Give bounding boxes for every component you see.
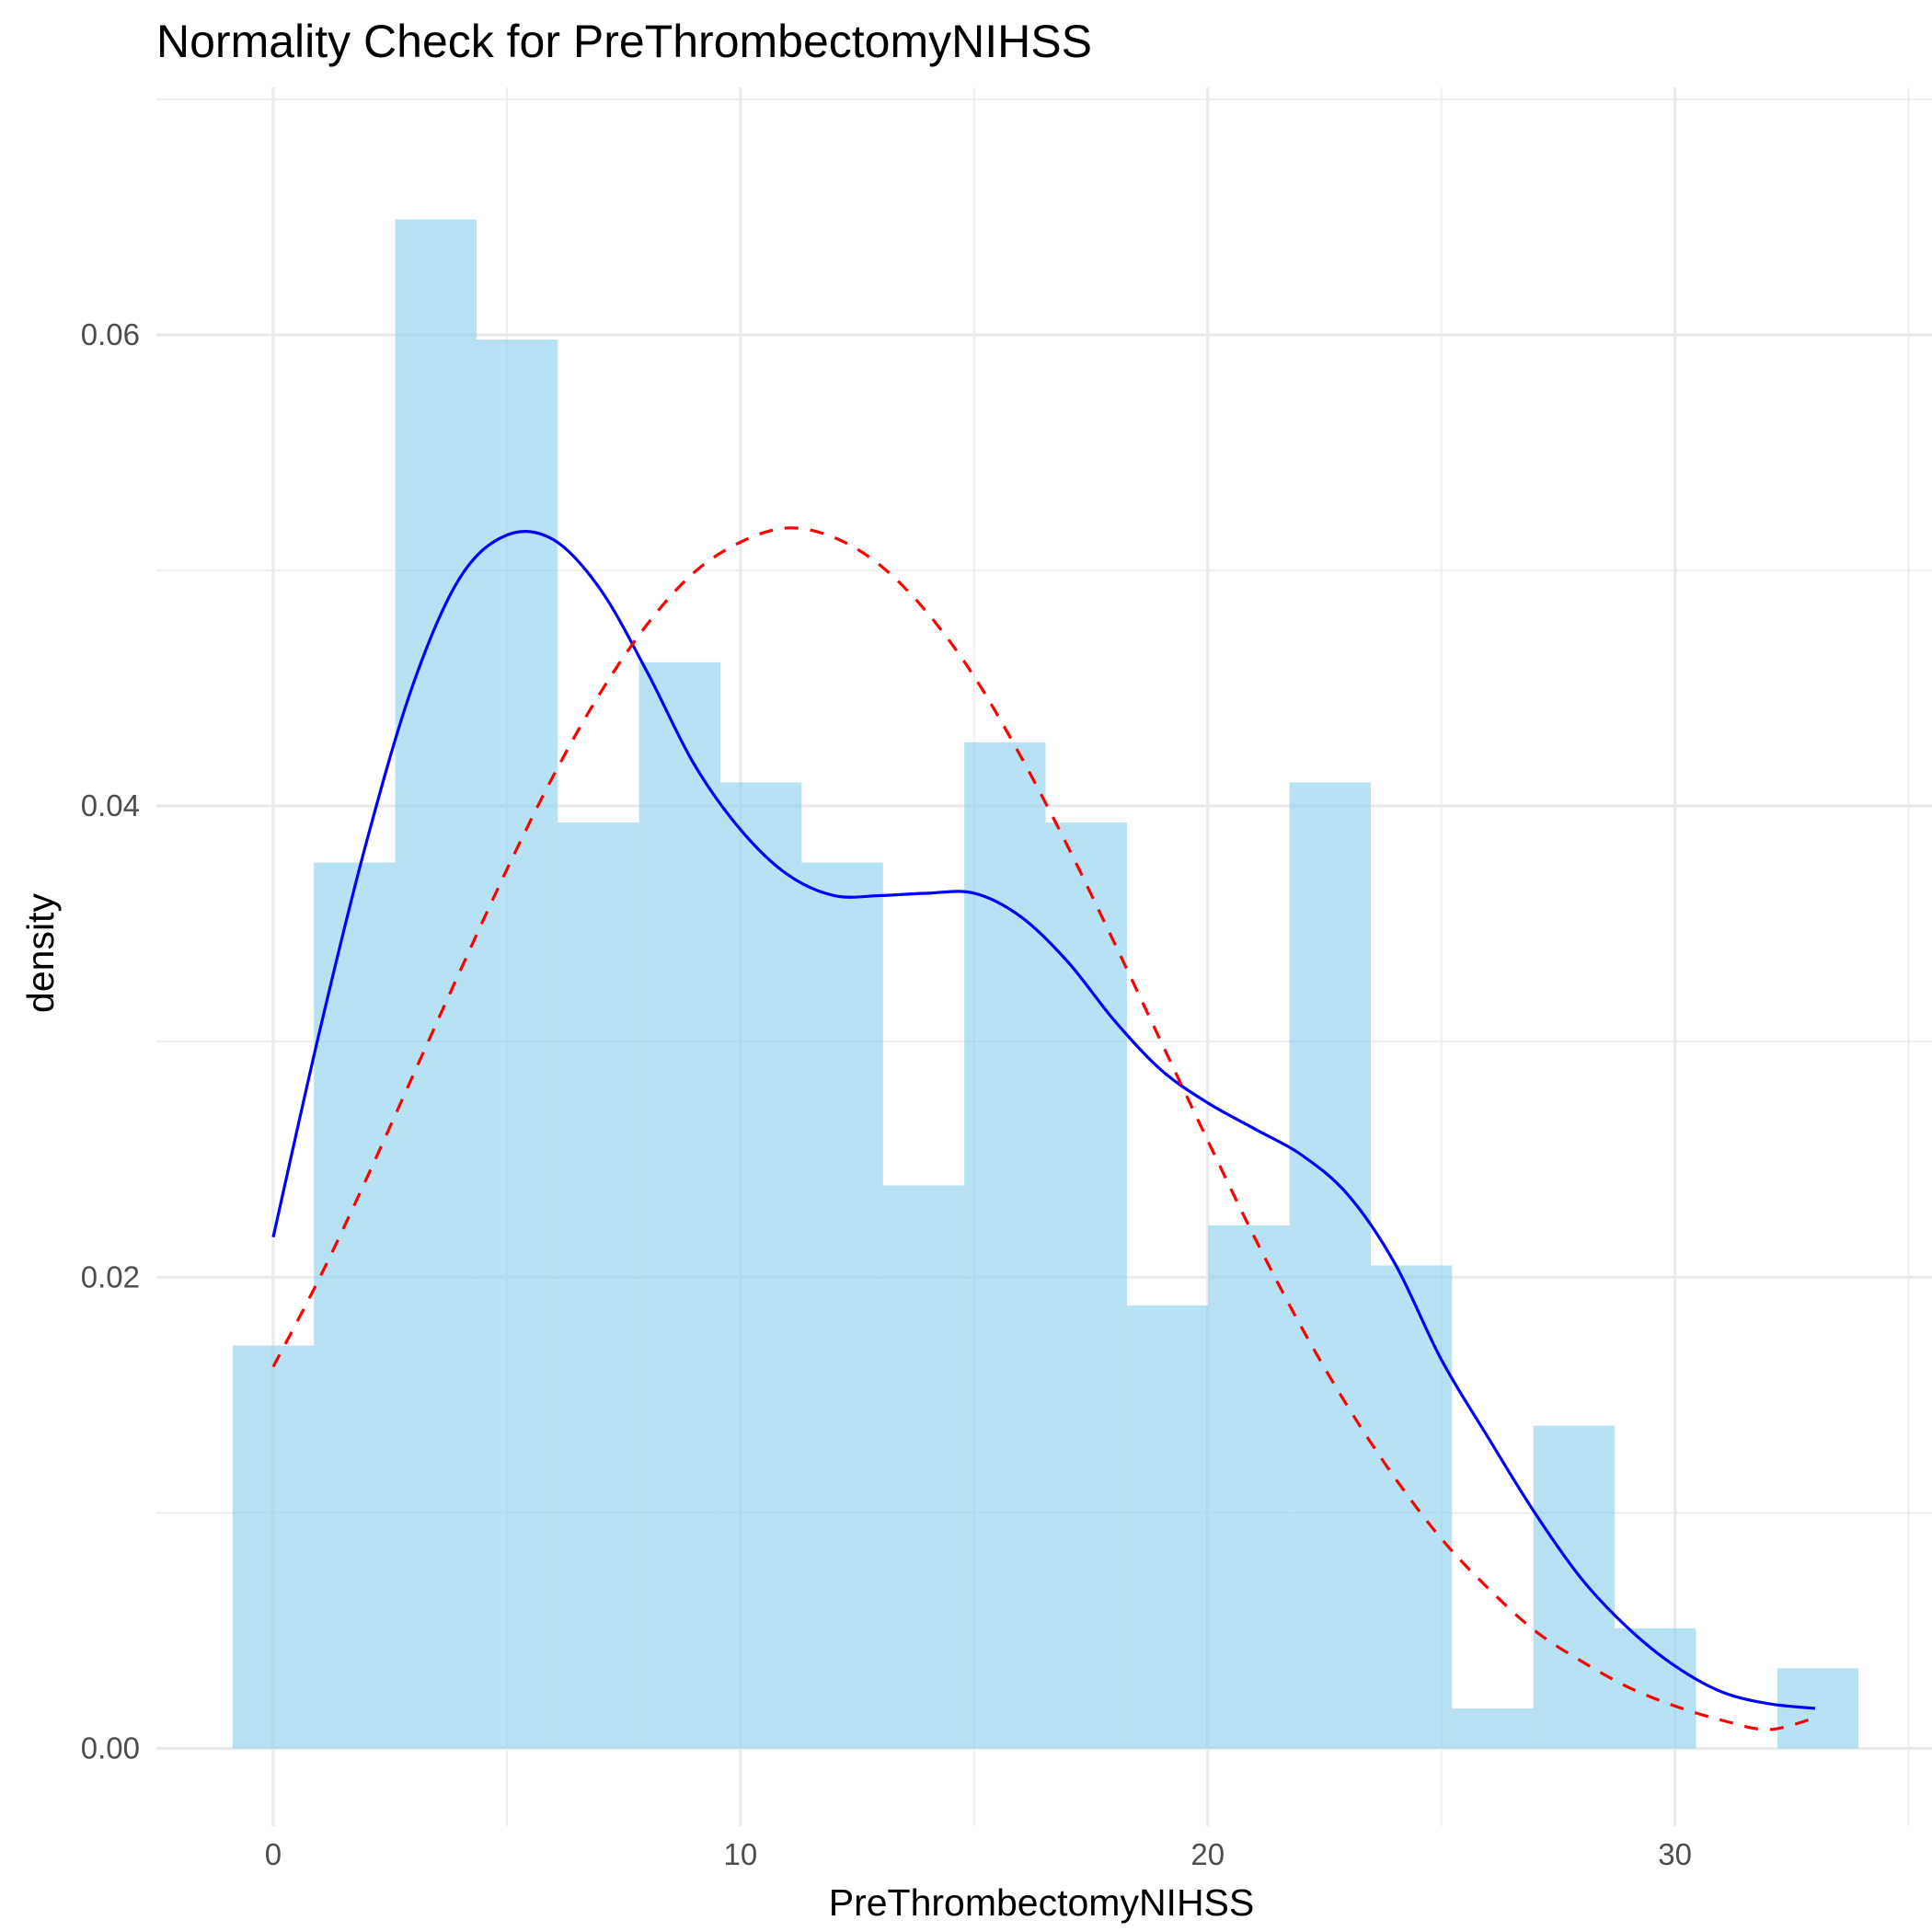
histogram-bar: [882, 1185, 965, 1749]
histogram-bar: [1533, 1425, 1616, 1749]
histogram-bar: [964, 742, 1046, 1749]
chart-title: Normality Check for PreThrombectomyNIHSS: [156, 16, 1092, 67]
x-tick-label: 0: [265, 1837, 282, 1871]
histogram-bar: [638, 661, 721, 1749]
x-tick-label: 20: [1190, 1837, 1225, 1871]
y-axis-title: density: [19, 893, 62, 1013]
histogram-bar: [1208, 1225, 1290, 1749]
x-tick-label: 10: [724, 1837, 758, 1871]
histogram-bar: [1615, 1627, 1696, 1749]
density-curve-line: [271, 530, 1816, 1710]
histogram-bar: [1289, 782, 1372, 1749]
x-axis-ticks: 0 10 20 30: [265, 1837, 1692, 1871]
y-axis-ticks: 0.00 0.02 0.04 0.06: [81, 317, 140, 1765]
histogram-bar: [1371, 1265, 1453, 1749]
histogram-bars: [232, 219, 1859, 1749]
histogram-bar: [1452, 1708, 1534, 1749]
y-tick-label: 0.02: [81, 1259, 140, 1294]
histogram-bar: [395, 219, 477, 1749]
histogram-bar: [1045, 822, 1127, 1749]
density-curves: [271, 526, 1816, 1731]
histogram-bar: [720, 782, 802, 1749]
y-tick-label: 0.00: [81, 1731, 140, 1765]
y-tick-label: 0.04: [81, 788, 140, 822]
x-tick-label: 30: [1658, 1837, 1692, 1871]
y-tick-label: 0.06: [81, 317, 140, 351]
histogram-bar: [314, 862, 396, 1749]
histogram-bar: [476, 339, 558, 1749]
histogram-bar: [801, 862, 883, 1749]
histogram-bar: [1126, 1305, 1209, 1749]
histogram-bar: [232, 1345, 315, 1749]
x-axis-title: PreThrombectomyNIHSS: [829, 1881, 1255, 1924]
histogram-bar: [1777, 1668, 1859, 1749]
histogram-bar: [558, 822, 639, 1749]
